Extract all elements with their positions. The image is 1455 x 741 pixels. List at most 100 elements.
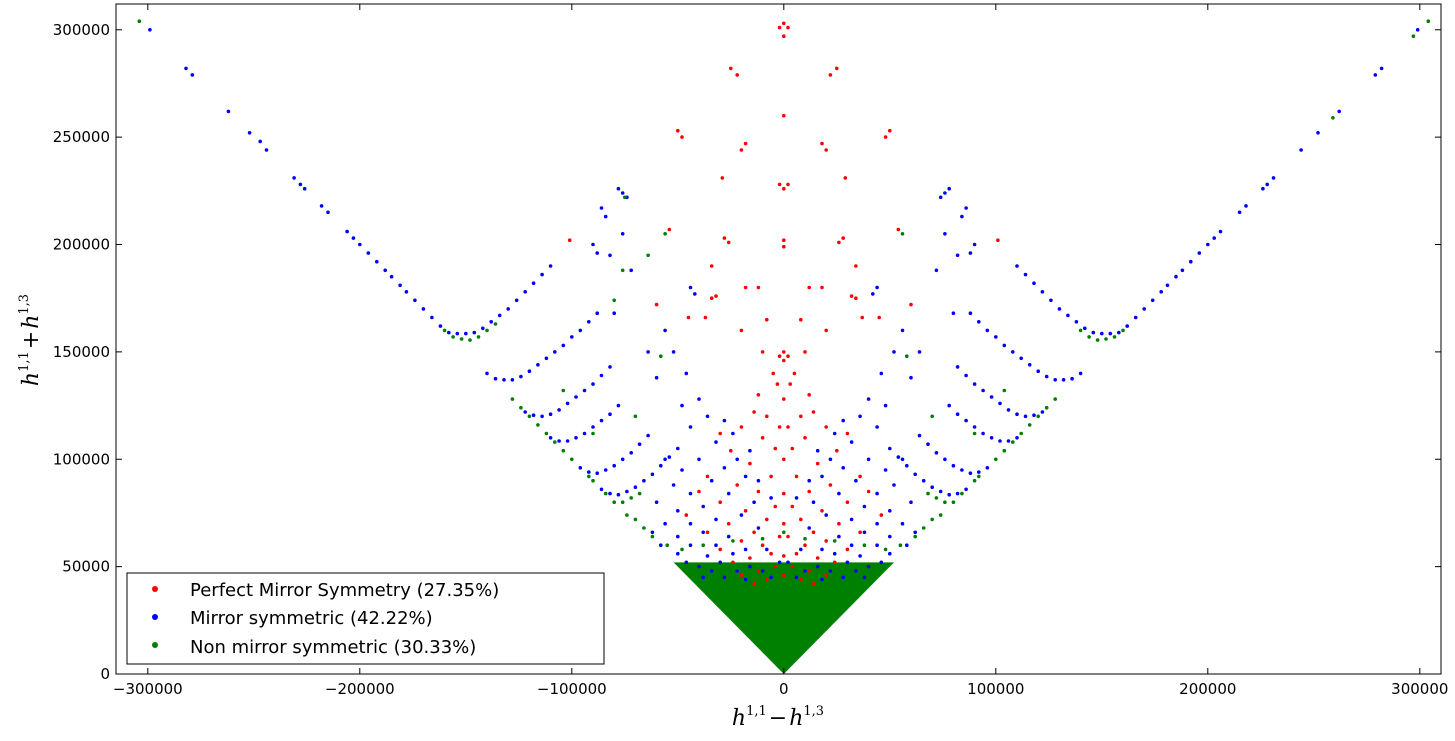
data-point (862, 530, 867, 535)
data-point (769, 474, 773, 479)
data-point (743, 474, 748, 479)
data-point (883, 468, 888, 472)
data-point (1121, 328, 1125, 333)
data-point (875, 425, 879, 429)
data-point (1237, 210, 1242, 215)
data-point (612, 463, 616, 468)
data-point (835, 66, 839, 71)
data-point (587, 474, 591, 479)
data-point (1337, 109, 1341, 114)
data-point (684, 560, 689, 565)
data-point (765, 317, 769, 322)
data-point (527, 414, 532, 419)
data-point (972, 478, 977, 483)
data-point (726, 534, 731, 539)
data-point (905, 543, 909, 547)
data-point (190, 73, 195, 77)
data-point (591, 478, 595, 483)
x-label-base2: h (789, 706, 803, 731)
data-point (985, 466, 990, 470)
data-point (1015, 436, 1019, 440)
data-point (892, 483, 896, 487)
data-point (794, 551, 799, 556)
data-point (1379, 66, 1384, 71)
data-point (676, 551, 680, 556)
data-point (625, 513, 629, 517)
x-label-base1: h (732, 706, 746, 731)
data-point (680, 135, 684, 139)
data-point (866, 457, 871, 462)
data-point (858, 554, 862, 558)
data-point (616, 403, 621, 408)
data-point (977, 470, 981, 474)
data-point (807, 478, 811, 483)
legend-marker-perfect-mirror (152, 586, 158, 592)
data-point (493, 322, 498, 326)
data-point (447, 330, 451, 335)
data-point (1002, 448, 1007, 453)
data-point (985, 328, 990, 333)
data-point (888, 551, 892, 556)
data-point (684, 371, 689, 376)
data-point (718, 547, 722, 552)
data-point (489, 320, 494, 324)
data-point (421, 307, 426, 311)
data-point (743, 141, 748, 146)
data-point (1002, 343, 1007, 348)
data-point (743, 547, 748, 552)
data-point (883, 547, 888, 552)
x-tick-label: 300000 (1391, 680, 1448, 698)
data-point (1006, 408, 1011, 412)
data-point (841, 418, 845, 423)
dense-fill-layer (673, 562, 895, 674)
data-point (879, 371, 884, 376)
data-point (777, 182, 782, 187)
data-point (258, 139, 263, 144)
data-point (686, 315, 691, 320)
data-point (820, 509, 824, 513)
data-point (468, 338, 472, 342)
data-point (960, 468, 964, 472)
data-point (854, 478, 858, 483)
data-point (943, 191, 947, 195)
data-point (485, 371, 489, 376)
data-point (676, 534, 680, 539)
data-point (875, 543, 879, 547)
data-point (858, 530, 862, 535)
data-point (637, 491, 642, 496)
data-point (599, 487, 604, 492)
data-point (790, 446, 795, 451)
data-point (896, 455, 901, 459)
data-point (1117, 330, 1121, 335)
data-point (709, 264, 714, 268)
data-point (616, 186, 621, 191)
data-point (743, 509, 748, 513)
data-point (947, 186, 951, 191)
data-point (964, 418, 968, 423)
data-point (697, 564, 701, 569)
data-point (523, 410, 527, 414)
data-point (650, 534, 655, 539)
data-point (905, 354, 909, 359)
data-point (603, 468, 608, 472)
data-point (871, 292, 875, 296)
data-point (909, 375, 913, 380)
data-point (351, 236, 356, 240)
data-point (756, 569, 761, 573)
data-point (633, 517, 638, 522)
data-point (1027, 423, 1032, 427)
data-point (938, 195, 943, 200)
data-point (917, 433, 922, 438)
data-point (726, 491, 731, 496)
data-point (1206, 242, 1210, 247)
data-point (782, 521, 786, 526)
data-point (845, 431, 850, 436)
data-point (815, 556, 820, 560)
data-point (729, 448, 733, 453)
data-point (663, 232, 667, 236)
data-point (298, 182, 303, 187)
data-point (811, 582, 816, 586)
data-point (807, 526, 811, 530)
data-point (557, 439, 561, 443)
data-point (1053, 397, 1057, 401)
